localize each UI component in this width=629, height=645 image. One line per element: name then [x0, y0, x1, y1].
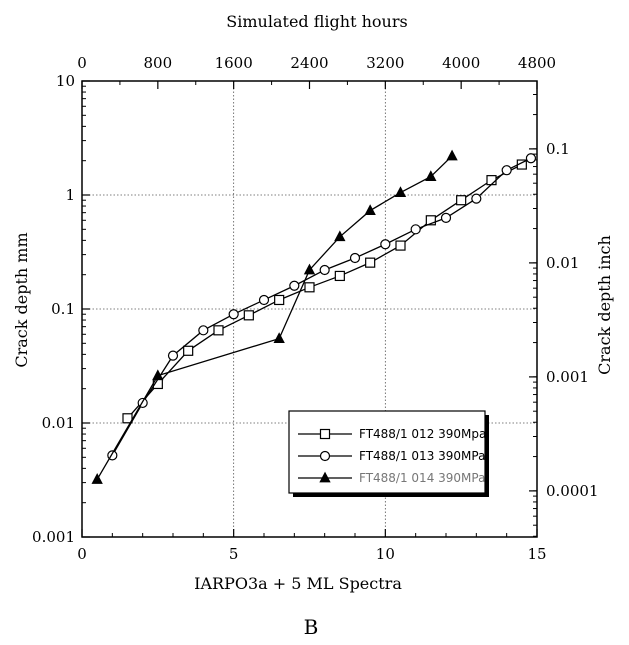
data-point: [289, 280, 300, 291]
y-tick-label: 0.001: [32, 528, 75, 546]
x2-axis-title: Simulated flight hours: [226, 12, 407, 31]
data-point: [425, 170, 437, 182]
data-point: [228, 309, 239, 320]
y2-axis-title: Crack depth inch: [595, 235, 614, 375]
legend-marker: [319, 450, 331, 462]
data-point: [446, 149, 458, 161]
data-point: [198, 325, 209, 336]
data-point: [410, 224, 421, 235]
y-axis-title: Crack depth mm: [12, 232, 31, 367]
data-point: [395, 240, 406, 251]
data-point: [440, 212, 452, 223]
data-point: [304, 282, 315, 293]
data-point: [380, 239, 391, 250]
data-point: [471, 193, 482, 204]
x2-tick-label: 1600: [215, 54, 253, 72]
data-point: [486, 175, 497, 186]
data-point: [525, 153, 537, 164]
x2-tick-label: 4000: [442, 54, 480, 72]
x2-tick-label: 800: [144, 54, 173, 72]
x-axis-title: IARPO3a + 5 ML Spectra: [194, 574, 402, 593]
y-tick-label: 10: [56, 72, 75, 90]
data-point: [152, 369, 164, 381]
series-triangle: [91, 149, 458, 484]
x-tick-label: 15: [527, 545, 546, 563]
data-point: [273, 332, 285, 343]
data-point: [365, 257, 376, 268]
legend-marker: [319, 428, 331, 440]
legend-item: FT488/1 013 390MPa: [298, 449, 485, 463]
legend-item: FT488/1 014 390MPa: [298, 471, 485, 485]
data-point: [91, 473, 103, 484]
data-point: [274, 294, 285, 306]
y2-tick-label: 0.01: [546, 254, 579, 272]
x2-tick-label: 4800: [518, 54, 556, 72]
data-point: [394, 186, 407, 197]
data-point: [183, 345, 194, 356]
legend-box-shadow: [293, 493, 489, 497]
data-point: [349, 252, 361, 264]
tick-labels: 0 5 10 15 0 800 1600 2400 3200 4000 4800 0.001 0.01 0…: [32, 54, 598, 563]
legend-marker: [319, 471, 331, 483]
data-point: [456, 195, 467, 206]
x-tick-label: 5: [229, 545, 239, 563]
data-point: [334, 270, 345, 282]
series-circle: [107, 153, 537, 461]
axis-ticks: [81, 80, 538, 538]
legend-box-shadow: [485, 415, 489, 497]
data-point: [364, 204, 376, 215]
legend-label: FT488/1 012 390Mpa: [359, 427, 486, 441]
legend-label: FT488/1 013 390MPa: [359, 449, 485, 463]
data-point: [425, 215, 436, 226]
y2-tick-label: 0.1: [546, 140, 570, 158]
data-point: [334, 230, 346, 242]
x2-tick-label: 0: [77, 54, 87, 72]
data-point: [213, 325, 224, 336]
x2-tick-label: 3200: [366, 54, 404, 72]
panel-label: B: [304, 615, 319, 639]
y2-tick-label: 0.001: [546, 368, 589, 386]
x2-tick-label: 2400: [290, 54, 328, 72]
data-point: [303, 263, 316, 275]
data-point: [258, 294, 270, 306]
y-tick-label: 0.1: [51, 300, 75, 318]
data-point: [501, 165, 512, 176]
data-point: [167, 350, 179, 361]
y-tick-label: 0.01: [42, 414, 75, 432]
series-layer: [91, 149, 537, 484]
series-square: [122, 159, 527, 424]
data-point: [122, 413, 133, 424]
y2-tick-label: 0.0001: [546, 482, 599, 500]
x-tick-label: 10: [376, 545, 395, 563]
legend-label: FT488/1 014 390MPa: [359, 471, 485, 485]
data-point: [243, 310, 254, 321]
x-tick-label: 0: [77, 545, 87, 563]
legend: FT488/1 012 390Mpa FT488/1 013 390MPa FT48…: [288, 410, 489, 497]
legend-item: FT488/1 012 390Mpa: [298, 427, 486, 441]
data-point: [319, 264, 330, 276]
y-tick-label: 1: [65, 186, 75, 204]
